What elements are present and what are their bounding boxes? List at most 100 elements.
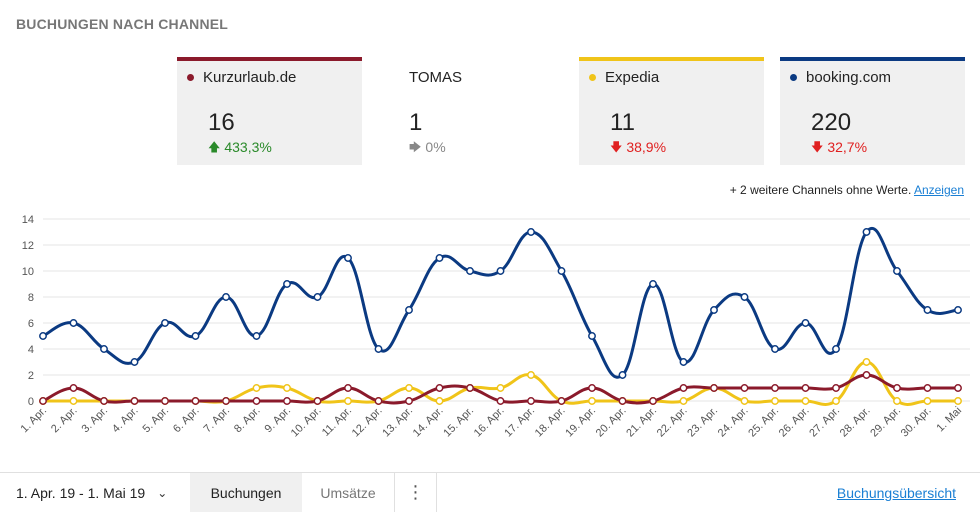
data-point [893,384,901,392]
data-point [862,371,871,379]
data-point [740,384,749,392]
x-tick-label: 10. Apr. [289,405,324,440]
booking-count: 16 [208,109,235,136]
data-point [496,384,505,392]
x-tick-label: 14. Apr. [411,405,446,440]
y-tick-label: 10 [22,266,34,278]
data-point [710,384,718,392]
series-line-booking-com [42,227,959,379]
data-point [954,306,962,314]
data-point [283,280,291,288]
data-point [649,397,657,405]
data-point [313,397,322,405]
card-color-bar [780,57,965,61]
channel-card-kurzurlaub[interactable]: Kurzurlaub.de 16 🡅 433,3% [177,57,362,165]
y-tick-label: 0 [28,396,34,408]
data-point [191,397,200,405]
x-tick-label: 18. Apr. [533,405,568,440]
x-tick-label: 5. Apr. [141,405,172,436]
data-point [649,280,657,288]
data-point [161,397,169,405]
data-point [496,267,505,275]
data-point [771,345,779,353]
bookings-line-chart: 0 2 4 6 8 10 12 14 1. Apr. 2. Apr. 3. Apr. 4. Apr. 5… [19,214,970,440]
x-tick-label: 13. Apr. [380,405,415,440]
data-point [130,397,139,405]
data-point [557,397,566,405]
x-tick-label: 26. Apr. [777,405,812,440]
more-channels-text: + 2 weitere Channels ohne Werte. [729,183,912,197]
change-percent: 32,7% [827,139,868,155]
data-point [527,228,535,236]
data-point [679,397,688,405]
channel-card-expedia[interactable]: Expedia 11 🡇 38,9% [579,57,764,165]
x-tick-label: 1. Apr. [19,405,50,436]
channel-card-booking[interactable]: booking.com 220 🡇 32,7% [780,57,965,165]
channel-card-tomas[interactable]: TOMAS 1 🡆 0% [378,57,563,165]
data-point [161,319,169,327]
tab-umsaetze[interactable]: Umsätze [302,472,395,512]
data-point [283,384,291,392]
arrow-down-icon: 🡇 [610,140,623,154]
x-tick-label: 24. Apr. [716,405,751,440]
data-point [862,358,871,366]
data-point [283,397,291,405]
card-color-bar [579,57,764,61]
show-channels-link[interactable]: Anzeigen [913,183,964,197]
data-point [923,397,932,405]
data-point [771,397,779,405]
y-tick-label: 4 [28,344,34,356]
data-point [954,384,962,392]
y-tick-label: 2 [28,370,34,382]
date-range-selector[interactable]: 1. Apr. 19 - 1. Mai 19 ⌄ [0,473,190,512]
data-point [679,384,688,392]
x-tick-label: 12. Apr. [350,405,385,440]
data-point [405,306,413,314]
data-point [832,384,840,392]
data-point [618,371,627,379]
x-tick-label: 16. Apr. [472,405,507,440]
chart-footer: 1. Apr. 19 - 1. Mai 19 ⌄ Buchungen Umsät… [0,472,980,512]
section-title: BUCHUNGEN NACH CHANNEL [16,16,229,32]
data-point [100,397,108,405]
tab-buchungen[interactable]: Buchungen [190,472,302,512]
x-tick-label: 21. Apr. [624,405,659,440]
x-tick-label: 22. Apr. [655,405,690,440]
channel-name: booking.com [806,69,892,86]
x-tick-label: 19. Apr. [563,405,598,440]
data-point [252,332,261,340]
data-point [893,267,901,275]
change-percent: 433,3% [224,139,272,155]
data-point [344,254,352,262]
data-point [100,345,108,353]
data-point [832,345,840,353]
arrow-down-icon: 🡇 [811,140,824,154]
channel-name: Kurzurlaub.de [203,69,297,86]
data-point [435,397,444,405]
data-point [923,306,932,314]
data-point [527,371,535,379]
arrow-up-icon: 🡅 [208,140,221,154]
data-point [69,384,78,392]
data-point [466,384,474,392]
data-point [496,397,505,405]
channel-dot-icon [790,74,797,81]
arrow-right-icon: 🡆 [409,140,422,154]
y-tick-label: 14 [22,214,34,226]
data-point [69,319,78,327]
data-point [39,397,47,405]
card-color-bar [177,57,362,61]
data-point [344,397,352,405]
data-point [313,293,322,301]
more-options-icon[interactable]: ⋮ [395,472,437,512]
data-point [954,397,962,405]
more-channels-note: + 2 weitere Channels ohne Werte. Anzeige… [730,183,964,197]
data-point [740,397,749,405]
data-point [39,332,47,340]
data-point [130,358,139,366]
channel-dot-icon [589,74,596,81]
x-tick-label: 15. Apr. [441,405,476,440]
booking-overview-link[interactable]: Buchungsübersicht [836,485,956,501]
data-point [557,267,566,275]
data-point [832,397,840,405]
